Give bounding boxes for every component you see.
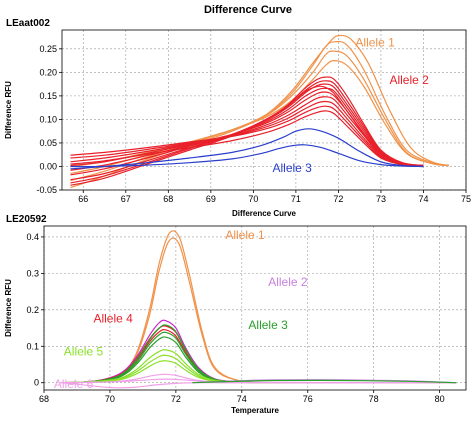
p2-y-axis-label: Difference RFU bbox=[4, 279, 13, 337]
p1-y-tick-label-6: 0.25 bbox=[39, 44, 57, 54]
p1-series-line-13 bbox=[70, 110, 424, 167]
p1-x-tick-label-3: 69 bbox=[206, 194, 216, 204]
p1-x-tick-label-5: 71 bbox=[291, 194, 301, 204]
p2-annotation-allele-5: Allele 5 bbox=[64, 344, 104, 358]
panel-2-label: LE20592 bbox=[6, 214, 47, 225]
p2-x-tick-label-1: 70 bbox=[105, 394, 115, 404]
p2-x-tick-label-4: 76 bbox=[303, 394, 313, 404]
p1-x-axis-label: Difference Curve bbox=[232, 209, 297, 218]
p1-series-line-11 bbox=[70, 105, 424, 167]
p1-y-tick-label-4: 0.15 bbox=[39, 91, 57, 101]
p2-x-tick-label-6: 80 bbox=[435, 394, 445, 404]
p1-y-tick-label-2: 0.05 bbox=[39, 138, 57, 148]
p2-x-tick-label-3: 74 bbox=[237, 394, 247, 404]
p1-x-tick-label-0: 66 bbox=[78, 194, 88, 204]
p1-series-line-15 bbox=[70, 144, 424, 168]
p1-x-tick-label-7: 73 bbox=[376, 194, 386, 204]
p2-y-tick-label-4: 0.4 bbox=[26, 232, 39, 242]
p1-annotation-allele-2: Allele 2 bbox=[389, 73, 429, 87]
p1-x-tick-label-6: 72 bbox=[333, 194, 343, 204]
p2-plot-frame bbox=[43, 225, 467, 391]
p2-series-group bbox=[60, 230, 457, 389]
p2-y-tick-label-3: 0.3 bbox=[26, 268, 39, 278]
p1-series-line-10 bbox=[70, 100, 424, 167]
p1-y-tick-label-5: 0.20 bbox=[39, 67, 57, 77]
p1-series-line-12 bbox=[70, 85, 424, 184]
p2-x-tick-label-5: 78 bbox=[369, 394, 379, 404]
p2-series-line-15 bbox=[192, 379, 457, 384]
p1-series-line-4 bbox=[70, 76, 424, 186]
p2-annotation-allele-4: Allele 4 bbox=[93, 312, 133, 326]
p2-series-line-13 bbox=[60, 378, 457, 384]
panel-leaat002-chart: 66 67 68 69 70 71 72 73 74 75 -0.05 0.00 0.05 0.10 0.1… bbox=[4, 29, 471, 218]
p1-x-tick-label-1: 67 bbox=[121, 194, 131, 204]
figure-title: Difference Curve bbox=[204, 4, 292, 16]
p1-y-axis-label: Difference RFU bbox=[4, 81, 13, 139]
p1-annotation-allele-3: Allele 3 bbox=[273, 161, 313, 175]
p1-x-tick-label-4: 70 bbox=[248, 194, 258, 204]
p1-y-tick-label-1: 0.00 bbox=[39, 161, 57, 171]
p1-x-tick-label-8: 74 bbox=[418, 194, 428, 204]
p1-series-line-5 bbox=[70, 80, 424, 181]
p1-x-tick-label-2: 68 bbox=[163, 194, 173, 204]
p2-x-axis-label: Temperature bbox=[231, 406, 279, 415]
p2-y-tick-label-2: 0.2 bbox=[26, 305, 39, 315]
p1-plot-frame bbox=[61, 29, 467, 191]
p1-x-tick-label-9: 75 bbox=[461, 194, 471, 204]
p2-annotation-allele-6: Allele 6 bbox=[54, 377, 94, 391]
p2-annotation-allele-3: Allele 3 bbox=[248, 318, 288, 332]
p1-y-tick-label-3: 0.10 bbox=[39, 114, 57, 124]
p2-annotation-allele-1: Allele 1 bbox=[225, 228, 265, 242]
panel-le20592-chart: 68 70 72 74 76 78 80 0 0.1 0.2 0.3 0.4 Temperature Di… bbox=[4, 225, 467, 415]
p1-series-line-14 bbox=[70, 128, 424, 170]
p2-y-tick-label-0: 0 bbox=[34, 378, 39, 388]
p2-y-tick-label-1: 0.1 bbox=[26, 341, 39, 351]
p1-y-tick-label-0: -0.05 bbox=[36, 185, 57, 195]
p1-annotation-allele-1: Allele 1 bbox=[355, 35, 395, 49]
p1-series-group bbox=[70, 34, 450, 189]
p2-x-tick-label-0: 68 bbox=[39, 394, 49, 404]
p2-annotation-allele-2: Allele 2 bbox=[268, 275, 308, 289]
p2-x-tick-label-2: 72 bbox=[171, 394, 181, 404]
panel-1-label: LEaat002 bbox=[6, 18, 50, 29]
